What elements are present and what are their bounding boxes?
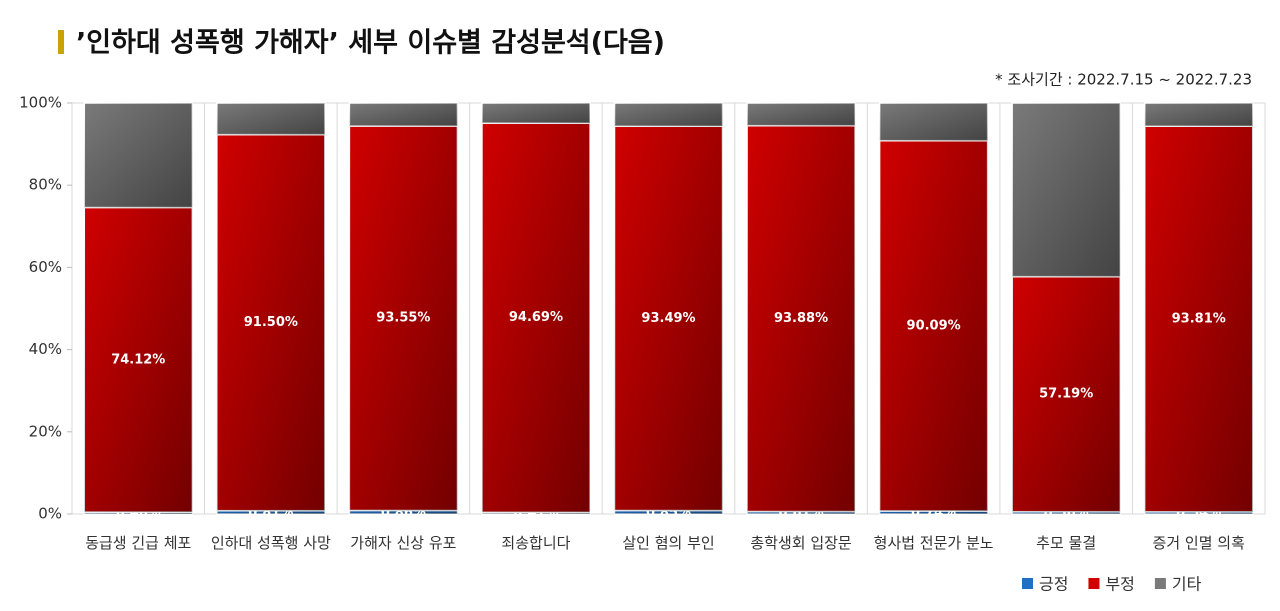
bar-shade	[481, 103, 590, 124]
x-tick-label: 형사법 전문가 분노	[873, 534, 994, 552]
bar-shade	[747, 125, 856, 512]
bar-shade	[614, 103, 723, 127]
bar-shade	[1144, 103, 1253, 127]
x-tick-label: 추모 물결	[1036, 534, 1097, 552]
legend-label: 기타	[1172, 575, 1202, 594]
value-label: 57.19%	[1039, 387, 1093, 402]
value-label: 93.88%	[774, 311, 828, 326]
value-label: 91.50%	[244, 315, 298, 330]
value-label: 93.49%	[641, 311, 695, 326]
y-tick-label: 100%	[19, 94, 62, 112]
bar-shade	[349, 125, 458, 511]
bar-shade	[614, 510, 723, 514]
legend-label: 부정	[1105, 575, 1134, 594]
x-tick-label: 총학생회 입장문	[750, 534, 852, 552]
bar-shade	[747, 103, 856, 126]
x-tick-label: 죄송합니다	[501, 534, 571, 552]
bar-shade	[84, 103, 193, 208]
bar-shade	[1144, 126, 1253, 512]
bar-shade	[614, 126, 723, 511]
bar-shade	[216, 134, 325, 511]
bar-shade	[481, 123, 590, 513]
legend-swatch	[1154, 578, 1166, 589]
chart-title: ’인하대 성폭행 가해자’ 세부 이슈별 감성분석(다음)	[76, 28, 665, 59]
x-tick-label: 동급생 긴급 체포	[85, 534, 192, 552]
value-label: 93.55%	[376, 311, 430, 326]
x-tick-label: 증거 인멸 의혹	[1152, 534, 1245, 552]
legend-swatch	[1022, 578, 1033, 589]
y-tick-label: 60%	[29, 258, 62, 276]
legend-label: 긍정	[1039, 575, 1068, 594]
x-tick-label: 인하대 성폭행 사망	[210, 534, 331, 552]
y-tick-label: 80%	[29, 176, 62, 194]
x-tick-label: 가해자 신상 유포	[350, 534, 457, 552]
value-label: 94.69%	[509, 310, 563, 325]
title-marker	[58, 30, 64, 54]
bar-shade	[879, 510, 988, 514]
bar-shade	[1012, 103, 1121, 277]
bar-shade	[1012, 511, 1121, 514]
bar-shade	[481, 512, 590, 514]
bar-shade	[879, 103, 988, 141]
bar-shade	[1144, 511, 1253, 514]
legend-swatch	[1088, 578, 1100, 589]
bar-shade	[1012, 276, 1121, 512]
bar-shade	[349, 103, 458, 126]
value-label: 93.81%	[1172, 312, 1226, 327]
bar-shade	[84, 512, 193, 514]
y-tick-label: 40%	[29, 340, 62, 358]
bar-shade	[349, 510, 458, 514]
bar-shade	[879, 140, 988, 511]
chart-subtitle: * 조사기간 : 2022.7.15 ~ 2022.7.23	[995, 71, 1252, 89]
bar-shade	[84, 207, 193, 513]
bar-shade	[747, 511, 856, 514]
bar-shade	[216, 510, 325, 514]
x-tick-label: 살인 혐의 부인	[622, 534, 715, 552]
value-label: 90.09%	[907, 318, 961, 333]
value-label: 74.12%	[111, 352, 165, 367]
y-tick-label: 0%	[38, 505, 62, 523]
y-tick-label: 20%	[29, 422, 62, 440]
bar-shade	[216, 103, 325, 135]
